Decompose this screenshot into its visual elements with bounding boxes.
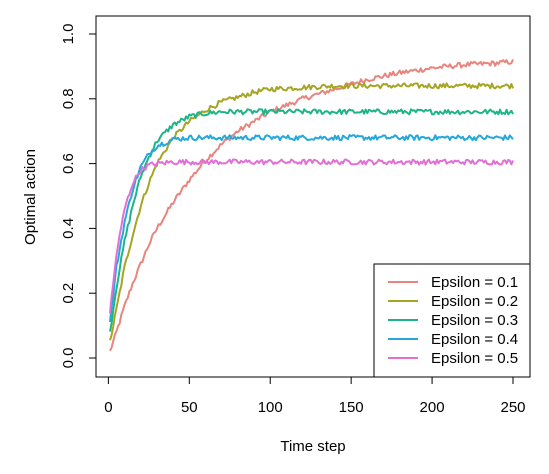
y-axis: 0.0 0.2 0.4 0.6 0.8 1.0 xyxy=(60,24,97,369)
x-tick-label: 150 xyxy=(339,399,364,416)
series-layer xyxy=(109,59,514,352)
x-tick-label: 100 xyxy=(258,399,283,416)
y-tick-label: 0.0 xyxy=(60,348,77,369)
legend-label: Epsilon = 0.5 xyxy=(431,350,518,367)
series-line-1 xyxy=(109,59,514,352)
series-line-2 xyxy=(109,82,514,341)
x-tick-label: 250 xyxy=(500,399,525,416)
legend-label: Epsilon = 0.3 xyxy=(431,312,518,329)
x-axis-title: Time step xyxy=(280,438,345,455)
legend-label: Epsilon = 0.4 xyxy=(431,331,518,348)
legend: Epsilon = 0.1 Epsilon = 0.2 Epsilon = 0.3 E… xyxy=(373,263,531,378)
series-line-3 xyxy=(109,108,514,332)
legend-label: Epsilon = 0.1 xyxy=(431,274,518,291)
legend-label: Epsilon = 0.2 xyxy=(431,293,518,310)
series-line-5 xyxy=(109,158,514,314)
y-tick-label: 0.6 xyxy=(60,153,77,174)
series-line-4 xyxy=(109,134,514,323)
y-axis-title: Optimal action xyxy=(22,149,39,245)
y-tick-label: 0.4 xyxy=(60,218,77,239)
x-axis: 0 50 100 150 200 250 xyxy=(104,376,526,416)
x-tick-label: 200 xyxy=(420,399,445,416)
x-tick-label: 0 xyxy=(104,399,112,416)
x-tick-label: 50 xyxy=(181,399,198,416)
y-tick-label: 1.0 xyxy=(60,24,77,45)
y-tick-label: 0.8 xyxy=(60,88,77,109)
y-tick-label: 0.2 xyxy=(60,283,77,304)
